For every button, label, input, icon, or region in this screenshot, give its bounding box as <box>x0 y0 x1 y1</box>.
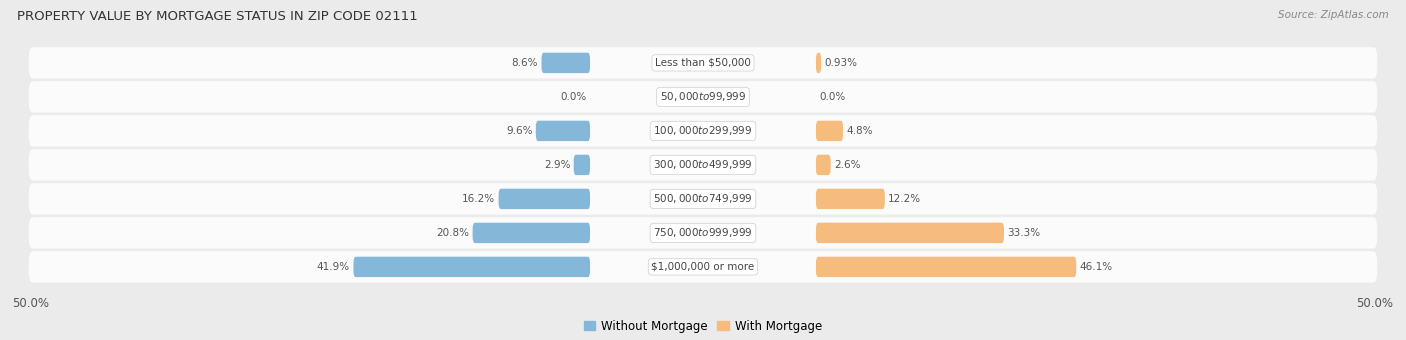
Text: 12.2%: 12.2% <box>889 194 921 204</box>
FancyBboxPatch shape <box>472 223 591 243</box>
FancyBboxPatch shape <box>815 189 884 209</box>
FancyBboxPatch shape <box>536 121 591 141</box>
Text: Source: ZipAtlas.com: Source: ZipAtlas.com <box>1278 10 1389 20</box>
Text: 8.6%: 8.6% <box>512 58 538 68</box>
Text: 2.9%: 2.9% <box>544 160 571 170</box>
FancyBboxPatch shape <box>28 217 1378 249</box>
Text: 41.9%: 41.9% <box>316 262 350 272</box>
Text: 46.1%: 46.1% <box>1080 262 1112 272</box>
FancyBboxPatch shape <box>28 47 1378 79</box>
FancyBboxPatch shape <box>815 53 821 73</box>
FancyBboxPatch shape <box>815 257 1076 277</box>
Text: $300,000 to $499,999: $300,000 to $499,999 <box>654 158 752 171</box>
Text: 16.2%: 16.2% <box>463 194 495 204</box>
FancyBboxPatch shape <box>28 183 1378 215</box>
Text: Less than $50,000: Less than $50,000 <box>655 58 751 68</box>
FancyBboxPatch shape <box>353 257 591 277</box>
FancyBboxPatch shape <box>499 189 591 209</box>
FancyBboxPatch shape <box>574 155 591 175</box>
Text: $100,000 to $299,999: $100,000 to $299,999 <box>654 124 752 137</box>
Text: 9.6%: 9.6% <box>506 126 533 136</box>
FancyBboxPatch shape <box>541 53 591 73</box>
FancyBboxPatch shape <box>815 121 844 141</box>
FancyBboxPatch shape <box>28 149 1378 181</box>
Text: $50,000 to $99,999: $50,000 to $99,999 <box>659 90 747 103</box>
Text: 33.3%: 33.3% <box>1007 228 1040 238</box>
FancyBboxPatch shape <box>815 223 1004 243</box>
FancyBboxPatch shape <box>28 251 1378 283</box>
Text: PROPERTY VALUE BY MORTGAGE STATUS IN ZIP CODE 02111: PROPERTY VALUE BY MORTGAGE STATUS IN ZIP… <box>17 10 418 23</box>
FancyBboxPatch shape <box>28 81 1378 113</box>
Text: 0.0%: 0.0% <box>820 92 845 102</box>
Text: 2.6%: 2.6% <box>834 160 860 170</box>
Text: $500,000 to $749,999: $500,000 to $749,999 <box>654 192 752 205</box>
Text: 0.93%: 0.93% <box>824 58 858 68</box>
Legend: Without Mortgage, With Mortgage: Without Mortgage, With Mortgage <box>579 315 827 338</box>
Text: $750,000 to $999,999: $750,000 to $999,999 <box>654 226 752 239</box>
Text: 4.8%: 4.8% <box>846 126 873 136</box>
FancyBboxPatch shape <box>815 155 831 175</box>
Text: $1,000,000 or more: $1,000,000 or more <box>651 262 755 272</box>
Text: 0.0%: 0.0% <box>561 92 586 102</box>
FancyBboxPatch shape <box>28 115 1378 147</box>
Text: 20.8%: 20.8% <box>436 228 470 238</box>
